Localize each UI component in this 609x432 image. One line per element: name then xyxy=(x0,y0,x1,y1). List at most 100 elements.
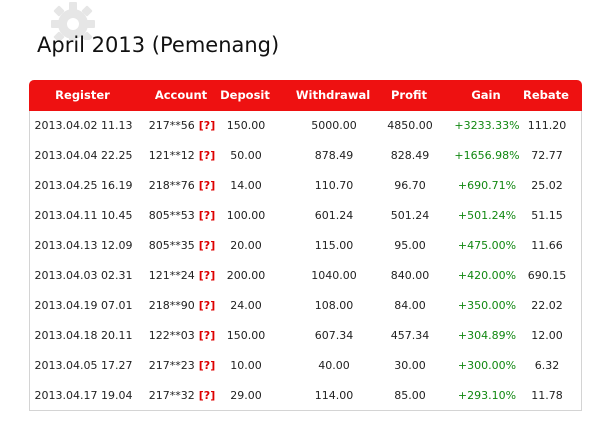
cell-rebate: 6.32 xyxy=(534,359,560,372)
account-help-link[interactable]: [?] xyxy=(198,239,216,252)
cell-rebate: 25.02 xyxy=(531,179,563,192)
cell-account: 218**76 [?] xyxy=(137,171,227,201)
col-header-rebate: Rebate xyxy=(523,88,569,102)
cell-deposit: 24.00 xyxy=(230,299,262,312)
cell-register: 2013.04.11 10.45 xyxy=(34,209,133,222)
table-row: 2013.04.19 07.01 218**90 [?] 24.00 108.00 84.… xyxy=(30,291,581,321)
cell-account: 217**23 [?] xyxy=(137,351,227,381)
account-help-link[interactable]: [?] xyxy=(198,179,216,192)
cell-account: 122**03 [?] xyxy=(137,321,227,351)
cell-account: 217**32 [?] xyxy=(137,381,227,411)
cell-withdrawal: 1040.00 xyxy=(311,269,357,282)
cell-gain: +3233.33% xyxy=(454,119,520,132)
cell-profit: 457.34 xyxy=(390,329,430,342)
cell-deposit: 50.00 xyxy=(230,149,262,162)
cell-rebate: 51.15 xyxy=(531,209,563,222)
col-header-withdrawal: Withdrawal xyxy=(295,88,371,102)
account-id: 217**23 xyxy=(148,359,195,372)
cell-profit: 95.00 xyxy=(394,239,426,252)
winners-table: Register Account Deposit Withdrawal Prof… xyxy=(29,80,582,411)
cell-profit: 501.24 xyxy=(390,209,430,222)
cell-gain: +690.71% xyxy=(457,179,517,192)
cell-register: 2013.04.19 07.01 xyxy=(34,299,133,312)
cell-account: 805**53 [?] xyxy=(137,201,227,231)
account-help-link[interactable]: [?] xyxy=(198,389,216,402)
cell-profit: 4850.00 xyxy=(387,119,433,132)
account-help-link[interactable]: [?] xyxy=(198,359,216,372)
account-id: 805**53 xyxy=(148,209,195,222)
col-header-profit: Profit xyxy=(390,88,428,102)
cell-withdrawal: 601.24 xyxy=(314,209,354,222)
cell-rebate: 12.00 xyxy=(531,329,563,342)
cell-deposit: 14.00 xyxy=(230,179,262,192)
cell-rebate: 11.78 xyxy=(531,389,563,402)
account-help-link[interactable]: [?] xyxy=(198,299,216,312)
cell-register: 2013.04.25 16.19 xyxy=(34,179,133,192)
cell-withdrawal: 108.00 xyxy=(314,299,354,312)
cell-deposit: 200.00 xyxy=(226,269,266,282)
account-id: 121**24 xyxy=(148,269,195,282)
cell-profit: 828.49 xyxy=(390,149,430,162)
cell-gain: +1656.98% xyxy=(454,149,520,162)
cell-withdrawal: 40.00 xyxy=(318,359,350,372)
cell-withdrawal: 114.00 xyxy=(314,389,354,402)
cell-rebate: 22.02 xyxy=(531,299,563,312)
cell-profit: 840.00 xyxy=(390,269,430,282)
cell-profit: 30.00 xyxy=(394,359,426,372)
table-row: 2013.04.25 16.19 218**76 [?] 14.00 110.70 96.… xyxy=(30,171,581,201)
cell-register: 2013.04.05 17.27 xyxy=(34,359,133,372)
cell-deposit: 20.00 xyxy=(230,239,262,252)
table-row: 2013.04.02 11.13 217**56 [?] 150.00 5000.00 4… xyxy=(30,111,581,141)
cell-profit: 96.70 xyxy=(394,179,426,192)
cell-gain: +304.89% xyxy=(457,329,517,342)
cell-register: 2013.04.18 20.11 xyxy=(34,329,133,342)
cell-rebate: 72.77 xyxy=(531,149,563,162)
account-help-link[interactable]: [?] xyxy=(198,209,216,222)
cell-register: 2013.04.13 12.09 xyxy=(34,239,133,252)
cell-register: 2013.04.17 19.04 xyxy=(34,389,133,402)
account-help-link[interactable]: [?] xyxy=(198,149,216,162)
cell-deposit: 150.00 xyxy=(226,329,266,342)
cell-profit: 84.00 xyxy=(394,299,426,312)
cell-register: 2013.04.03 02.31 xyxy=(34,269,133,282)
account-id: 218**76 xyxy=(148,179,195,192)
cell-deposit: 150.00 xyxy=(226,119,266,132)
cell-account: 121**12 [?] xyxy=(137,141,227,171)
cell-withdrawal: 878.49 xyxy=(314,149,354,162)
table-row: 2013.04.04 22.25 121**12 [?] 50.00 878.49 828… xyxy=(30,141,581,171)
cell-deposit: 100.00 xyxy=(226,209,266,222)
cell-withdrawal: 5000.00 xyxy=(311,119,357,132)
cell-gain: +300.00% xyxy=(457,359,517,372)
account-id: 217**56 xyxy=(148,119,195,132)
cell-gain: +293.10% xyxy=(457,389,517,402)
table-row: 2013.04.11 10.45 805**53 [?] 100.00 601.24 50… xyxy=(30,201,581,231)
cell-gain: +501.24% xyxy=(457,209,517,222)
gear-icon xyxy=(47,0,99,40)
table-row: 2013.04.03 02.31 121**24 [?] 200.00 1040.00 8… xyxy=(30,261,581,291)
cell-gain: +350.00% xyxy=(457,299,517,312)
table-row: 2013.04.18 20.11 122**03 [?] 150.00 607.34 45… xyxy=(30,321,581,351)
cell-deposit: 29.00 xyxy=(230,389,262,402)
cell-account: 217**56 [?] xyxy=(137,111,227,141)
cell-account: 121**24 [?] xyxy=(137,261,227,291)
cell-rebate: 11.66 xyxy=(531,239,563,252)
table-row: 2013.04.05 17.27 217**23 [?] 10.00 40.00 30.0… xyxy=(30,351,581,381)
table-row: 2013.04.13 12.09 805**35 [?] 20.00 115.00 95.… xyxy=(30,231,581,261)
cell-account: 805**35 [?] xyxy=(137,231,227,261)
cell-withdrawal: 115.00 xyxy=(314,239,354,252)
cell-deposit: 10.00 xyxy=(230,359,262,372)
account-id: 121**12 xyxy=(148,149,195,162)
cell-register: 2013.04.02 11.13 xyxy=(34,119,133,132)
cell-rebate: 111.20 xyxy=(527,119,567,132)
table-header: Register Account Deposit Withdrawal Prof… xyxy=(29,80,582,111)
cell-gain: +420.00% xyxy=(457,269,517,282)
account-help-link[interactable]: [?] xyxy=(198,269,216,282)
cell-gain: +475.00% xyxy=(457,239,517,252)
account-help-link[interactable]: [?] xyxy=(198,119,216,132)
cell-rebate: 690.15 xyxy=(527,269,567,282)
account-id: 805**35 xyxy=(148,239,195,252)
account-help-link[interactable]: [?] xyxy=(198,329,216,342)
cell-register: 2013.04.04 22.25 xyxy=(34,149,133,162)
account-id: 122**03 xyxy=(148,329,195,342)
cell-account: 218**90 [?] xyxy=(137,291,227,321)
